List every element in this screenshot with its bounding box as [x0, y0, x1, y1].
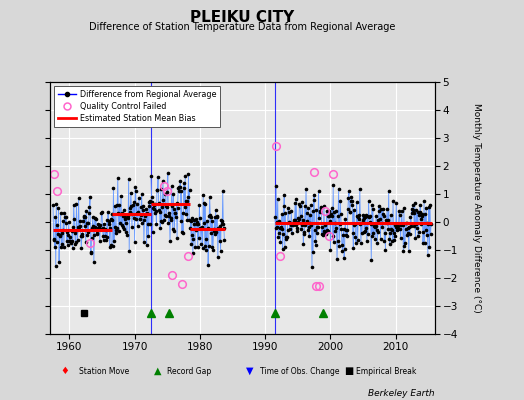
Y-axis label: Monthly Temperature Anomaly Difference (°C): Monthly Temperature Anomaly Difference (… — [472, 103, 481, 313]
Legend: Difference from Regional Average, Quality Control Failed, Estimated Station Mean: Difference from Regional Average, Qualit… — [54, 86, 220, 127]
Text: Time of Obs. Change: Time of Obs. Change — [260, 366, 339, 376]
Text: ♦: ♦ — [61, 366, 70, 376]
Text: Difference of Station Temperature Data from Regional Average: Difference of Station Temperature Data f… — [89, 22, 395, 32]
Text: Record Gap: Record Gap — [167, 366, 212, 376]
Text: Empirical Break: Empirical Break — [356, 366, 417, 376]
Text: PLEIKU CITY: PLEIKU CITY — [190, 10, 294, 25]
Text: Station Move: Station Move — [79, 366, 129, 376]
Text: ▲: ▲ — [154, 366, 161, 376]
Text: Berkeley Earth: Berkeley Earth — [368, 389, 435, 398]
Text: ■: ■ — [344, 366, 353, 376]
Text: ▼: ▼ — [246, 366, 254, 376]
